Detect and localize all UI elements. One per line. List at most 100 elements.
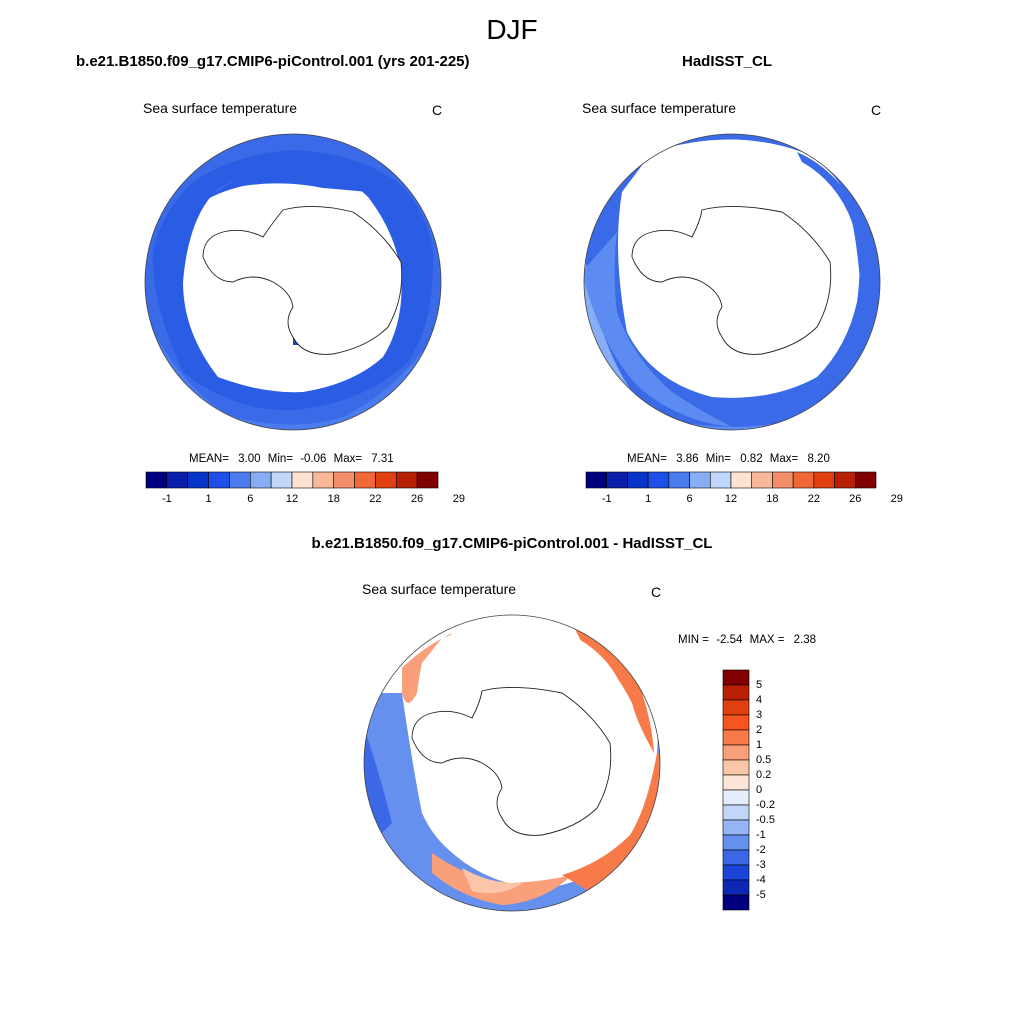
panel-2-colorbar-swatch: [627, 471, 649, 489]
panel-1-mean-value: 3.00: [238, 453, 261, 465]
panel-3-colorbar-tick-label: -4: [756, 874, 766, 886]
panel-3-min-label: MIN =: [678, 634, 709, 646]
panel-1-colorbar-tick-label: 22: [369, 493, 382, 505]
panel-1-colorbar-swatch: [208, 471, 230, 489]
panel-3-max-label: MAX =: [749, 634, 785, 646]
panel-2-units-label: C: [871, 102, 882, 118]
panel-1-colorbar-swatch: [187, 471, 209, 489]
panel-3-colorbar-swatch: [722, 714, 750, 731]
panel-3-colorbar-swatch: [722, 834, 750, 851]
panel-3-colorbar-swatch: [722, 684, 750, 701]
panel-2-colorbar-swatch: [585, 471, 608, 489]
panel-2-colorbar-tick-label: 12: [724, 493, 738, 505]
panel-3-colorbar-swatch: [722, 669, 750, 686]
panel-1-min-value: -0.06: [300, 453, 327, 465]
panel-2-max-label: Max=: [769, 453, 799, 465]
panel-3-colorbar-tick-label: 1: [756, 739, 763, 751]
panel-3-colorbar-tick-label: 0.2: [756, 769, 772, 781]
panel-3-min-value: -2.54: [716, 634, 743, 646]
panel-3-colorbar-swatch: [722, 879, 750, 896]
panel-3-colorbar-swatch: [722, 804, 750, 821]
panel-1-colorbar-swatch: [291, 471, 314, 489]
panel-1-colorbar-tick-label: 12: [285, 493, 299, 505]
panel-3-colorbar-tick-label: -5: [756, 889, 766, 901]
panel-2-colorbar-tick-label: 6: [686, 493, 693, 505]
panel-2-colorbar-swatch: [647, 471, 670, 489]
panel-2-colorbar-tick-label: 26: [849, 493, 862, 505]
panel-1-max-value: 7.31: [371, 453, 394, 465]
panel-3-colorbar-swatch: [722, 729, 750, 746]
panel-2-colorbar-swatch: [792, 471, 815, 489]
panel-3-title: b.e21.B1850.f09_g17.CMIP6-piControl.001 …: [311, 535, 713, 552]
panel-3-max-value: 2.38: [793, 634, 817, 646]
panel-3-colorbar-tick-label: 3: [756, 709, 763, 721]
panel-2-colorbar-swatch: [813, 471, 835, 489]
panel-3-colorbar-tick-label: 4: [756, 694, 763, 706]
panel-3-colorbar-swatch: [722, 819, 750, 836]
panel-3-colorbar-tick-label: -2: [756, 844, 766, 856]
panel-3-colorbar-swatch: [722, 759, 750, 776]
panel-1-colorbar-tick-label: 1: [205, 493, 212, 505]
panel-3-colorbar-ticks: 5 4 3 2 1 0.5 0.2 0 -0.2 -0.5 -1 -2 -3 -4 -5: [756, 670, 796, 910]
panel-3-polar-map: [363, 614, 661, 912]
panel-2-colorbar-tick-label: 22: [807, 493, 820, 505]
panel-1-colorbar-swatch: [312, 471, 335, 489]
panel-1-colorbar-tick-label: 6: [247, 493, 254, 505]
panel-1-polar-map: [144, 133, 442, 431]
panel-2-mean-value: 3.86: [676, 453, 699, 465]
panel-1-max-label: Max=: [333, 453, 363, 465]
panel-3-colorbar-tick-label: -0.5: [756, 814, 775, 826]
panel-1-units-label: C: [432, 102, 443, 118]
panel-3-colorbar-tick-label: 2: [756, 724, 763, 736]
panel-3-colorbar-swatch: [722, 699, 750, 716]
panel-3-variable-label: Sea surface temperature: [362, 581, 517, 597]
panel-1-colorbar-swatch: [229, 471, 251, 489]
panel-2-min-value: 0.82: [740, 453, 763, 465]
panel-1-colorbar-swatch: [375, 471, 397, 489]
panel-2-min-label: Min=: [705, 453, 731, 465]
panel-2-colorbar-tick-label: -1: [601, 493, 612, 505]
panel-1-colorbar-swatch: [354, 471, 376, 489]
panel-1-colorbar-tick-label: 29: [452, 493, 465, 505]
panel-1-colorbar-swatch: [333, 471, 355, 489]
panel-1-colorbar-swatch: [270, 471, 293, 489]
panel-1-colorbar-tick-label: 26: [411, 493, 424, 505]
panel-2-colorbar-swatch: [834, 471, 856, 489]
panel-3-colorbar-swatch: [722, 864, 750, 881]
panel-1-colorbar-swatch: [395, 471, 418, 489]
panel-1-colorbar-swatch: [249, 471, 272, 489]
panel-3-colorbar-swatch: [722, 744, 750, 761]
panel-1-colorbar-swatch: [166, 471, 189, 489]
panel-1-colorbar: [145, 471, 439, 489]
panel-2-title: HadISST_CL: [682, 53, 773, 70]
panel-3-colorbar-tick-label: -1: [756, 829, 766, 841]
panel-2-colorbar-swatch: [689, 471, 711, 489]
panel-3-colorbar-tick-label: 5: [756, 679, 763, 691]
panel-1-variable-label: Sea surface temperature: [143, 100, 298, 116]
panel-2-colorbar: [585, 471, 877, 489]
panel-2-polar-map: [583, 133, 881, 431]
panel-1-min-label: Min=: [267, 453, 293, 465]
panel-2-colorbar-swatch: [606, 471, 628, 489]
panel-2-colorbar-swatch: [751, 471, 773, 489]
panel-2-colorbar-swatch: [854, 471, 877, 489]
panel-2-colorbar-tick-label: 18: [766, 493, 779, 505]
panel-2-colorbar-ticks: -1 1 6 12 18 22 26 29: [586, 493, 903, 507]
panel-3-colorbar-tick-label: -0.2: [756, 799, 775, 811]
panel-2-colorbar-swatch: [668, 471, 690, 489]
panel-1-colorbar-tick-label: -1: [161, 493, 172, 505]
panel-1-colorbar-swatch: [416, 471, 439, 489]
panel-3-colorbar: [722, 669, 750, 911]
panel-2-colorbar-tick-label: 29: [890, 493, 903, 505]
panel-1-colorbar-swatch: [145, 471, 168, 489]
panel-2-mean-label: MEAN=: [627, 453, 667, 465]
figure-title: DJF: [486, 14, 538, 45]
panel-2-colorbar-swatch: [772, 471, 794, 489]
panel-3-units-label: C: [651, 584, 662, 600]
panel-3-colorbar-swatch: [722, 789, 750, 806]
panel-1-stats: MEAN= 3.00 Min= -0.06 Max= 7.31: [189, 453, 394, 465]
panel-3-colorbar-tick-label: -3: [756, 859, 766, 871]
panel-3-colorbar-tick-label: 0: [756, 784, 763, 796]
panel-3-stats: MIN = -2.54 MAX = 2.38: [678, 634, 816, 646]
panel-1-mean-label: MEAN=: [189, 453, 229, 465]
